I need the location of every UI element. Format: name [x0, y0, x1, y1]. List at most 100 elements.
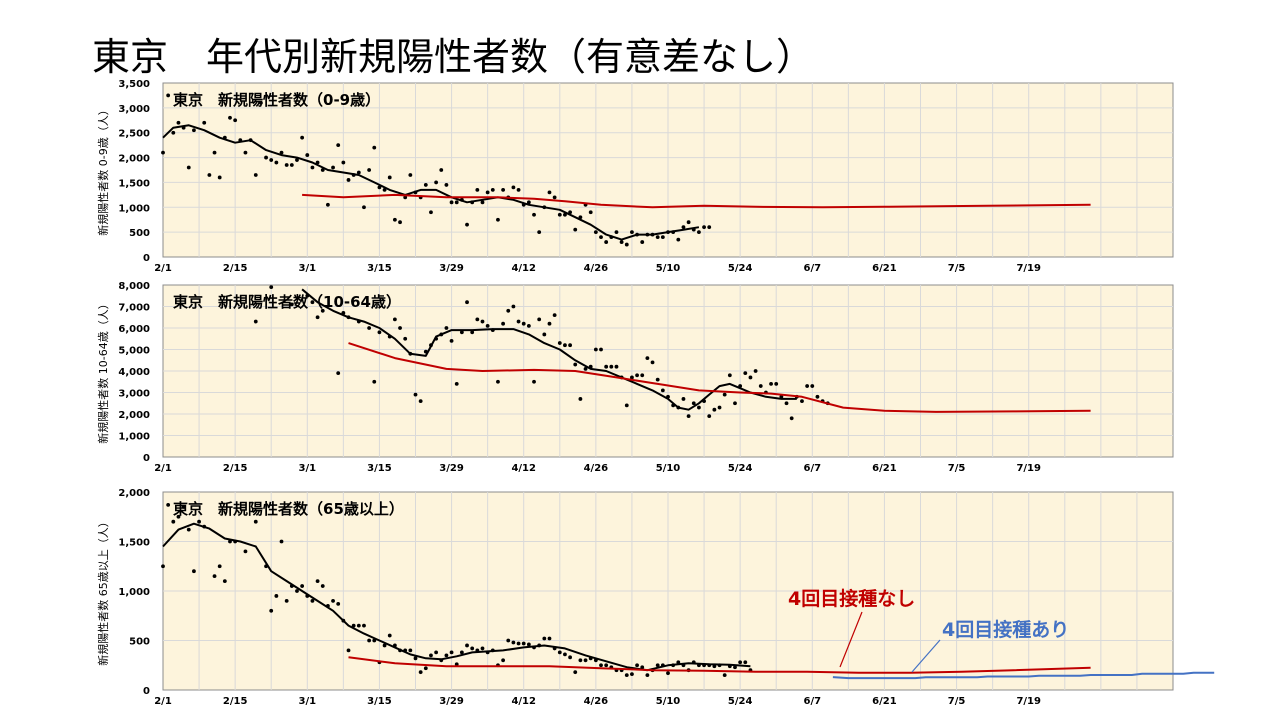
data-point — [465, 643, 469, 648]
data-point — [300, 135, 305, 140]
data-point — [331, 165, 335, 170]
data-point — [614, 364, 619, 369]
data-point — [532, 379, 536, 384]
x-tick-label: 3/29 — [439, 263, 464, 274]
data-point — [429, 653, 433, 658]
actual-trend-line — [301, 288, 797, 411]
data-point — [676, 237, 681, 242]
data-point — [697, 405, 701, 410]
data-point — [588, 210, 593, 215]
data-point — [171, 130, 176, 135]
data-point — [315, 579, 320, 583]
x-tick-label: 4/12 — [511, 263, 536, 274]
data-point — [557, 341, 562, 345]
x-tick-label: 4/26 — [584, 696, 609, 707]
data-point — [444, 183, 449, 187]
data-point — [320, 308, 325, 313]
data-point — [408, 173, 413, 177]
data-point — [614, 230, 619, 235]
data-point — [516, 319, 521, 324]
page-title: 東京 年代別新規陽性者数（有意差なし） — [92, 35, 815, 79]
x-tick-label: 5/10 — [656, 263, 681, 274]
data-point — [305, 153, 310, 157]
no-4th-dose-line — [348, 656, 1091, 674]
data-point — [475, 187, 480, 192]
data-point — [578, 658, 583, 663]
data-point — [480, 319, 485, 324]
data-point — [697, 230, 701, 235]
data-point — [186, 527, 191, 532]
data-point — [434, 180, 439, 185]
data-point — [784, 401, 789, 406]
data-point — [516, 187, 521, 192]
data-point — [413, 656, 418, 661]
data-point — [547, 321, 552, 326]
y-tick-label: 5,000 — [118, 346, 150, 357]
data-point — [269, 285, 274, 290]
data-point — [619, 240, 624, 244]
data-point — [722, 673, 727, 678]
data-point — [526, 323, 531, 328]
data-point — [449, 650, 454, 655]
data-point — [774, 382, 779, 386]
data-point — [753, 369, 758, 373]
data-point — [475, 317, 480, 322]
data-point — [465, 300, 469, 305]
data-point — [743, 371, 748, 376]
data-point — [176, 120, 181, 125]
data-point — [552, 313, 557, 317]
y-tick-label: 2,000 — [118, 154, 150, 165]
panel-title: 東京 新規陽性者数（65歳以上） — [173, 500, 404, 518]
data-point — [454, 200, 459, 205]
data-point — [573, 670, 578, 675]
data-point — [650, 360, 655, 365]
x-tick-label: 7/19 — [1016, 263, 1041, 274]
data-point — [563, 343, 567, 348]
data-point — [212, 150, 217, 155]
data-point — [655, 235, 660, 240]
data-point — [176, 514, 181, 519]
y-tick-label: 1,000 — [118, 432, 150, 443]
data-point — [511, 640, 516, 645]
data-point — [573, 227, 578, 232]
x-tick-label: 3/29 — [439, 696, 464, 707]
y-tick-label: 2,000 — [118, 410, 150, 421]
data-point — [284, 163, 289, 167]
data-point — [392, 317, 397, 322]
y-tick-label: 2,000 — [118, 488, 150, 499]
data-point — [660, 388, 665, 393]
data-point — [269, 608, 274, 613]
data-point — [403, 336, 408, 341]
data-point — [387, 175, 392, 180]
y-tick-label: 3,000 — [118, 389, 150, 400]
data-point — [166, 502, 171, 507]
data-point — [573, 362, 578, 367]
data-point — [444, 326, 449, 330]
data-point — [310, 165, 315, 170]
y-axis-label: 新規陽性者数 65歳以上（人） — [96, 516, 110, 666]
data-point — [624, 403, 629, 408]
data-point — [279, 539, 284, 544]
data-point — [526, 642, 531, 647]
data-point — [789, 416, 794, 421]
data-point — [480, 200, 485, 205]
x-tick-label: 4/12 — [511, 696, 536, 707]
data-point — [336, 371, 341, 376]
data-point — [686, 414, 691, 419]
x-tick-label: 5/24 — [728, 696, 753, 707]
data-point — [192, 128, 196, 133]
x-tick-label: 4/12 — [511, 463, 536, 474]
data-point — [542, 332, 547, 337]
data-point — [501, 321, 506, 326]
data-point — [568, 343, 572, 348]
data-point — [382, 643, 387, 648]
data-point — [599, 663, 603, 668]
y-tick-label: 0 — [143, 453, 150, 464]
data-point — [259, 100, 263, 105]
data-point — [197, 519, 201, 524]
data-point — [640, 240, 645, 244]
x-tick-label: 7/5 — [948, 263, 966, 274]
data-point — [758, 384, 763, 388]
data-point — [800, 399, 804, 403]
data-point — [686, 220, 691, 225]
